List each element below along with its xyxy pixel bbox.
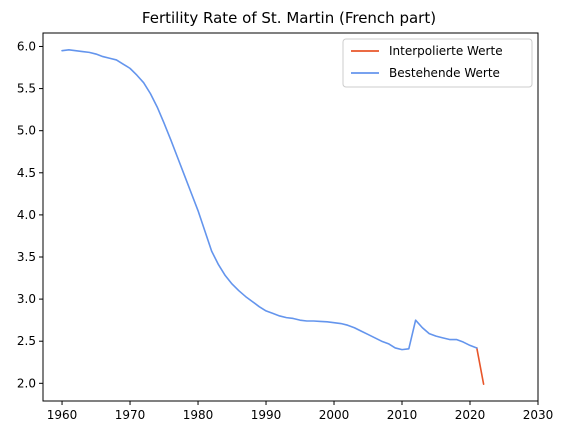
y-tick-label-8: 6.0: [17, 39, 36, 53]
legend-label-1: Bestehende Werte: [389, 66, 500, 80]
y-tick-label-4: 4.0: [17, 208, 36, 222]
x-tick-label-2: 1980: [183, 408, 214, 422]
x-tick-label-7: 2030: [523, 408, 554, 422]
plot-area-frame: [42, 32, 539, 402]
plot-layer: [61, 49, 485, 385]
y-tick-label-2: 3.0: [17, 292, 36, 306]
legend-box: [342, 38, 533, 88]
y-tick-label-7: 5.5: [17, 82, 36, 96]
y-tick-label-0: 2.0: [17, 376, 36, 390]
y-tick-label-3: 3.5: [17, 250, 36, 264]
x-tick-label-0: 1960: [47, 408, 78, 422]
axis-ticks: 1960 1970 1980 1990 2000 2010 2020 2030 2.0 2.5 3.…: [17, 39, 553, 422]
y-tick-label-5: 4.5: [17, 166, 36, 180]
x-tick-label-5: 2010: [387, 408, 418, 422]
chart-title: Fertility Rate of St. Martin (French par…: [142, 9, 436, 27]
x-tick-label-3: 1990: [251, 408, 282, 422]
y-tick-label-1: 2.5: [17, 334, 36, 348]
series-line-1: [61, 49, 478, 351]
legend-label-0: Interpolierte Werte: [389, 44, 503, 58]
series-line-0: [475, 347, 485, 385]
legend: Interpolierte Werte Bestehende Werte: [342, 38, 533, 88]
x-tick-label-6: 2020: [455, 408, 486, 422]
x-tick-label-1: 1970: [115, 408, 146, 422]
x-tick-label-4: 2000: [319, 408, 350, 422]
y-tick-label-6: 5.0: [17, 124, 36, 138]
